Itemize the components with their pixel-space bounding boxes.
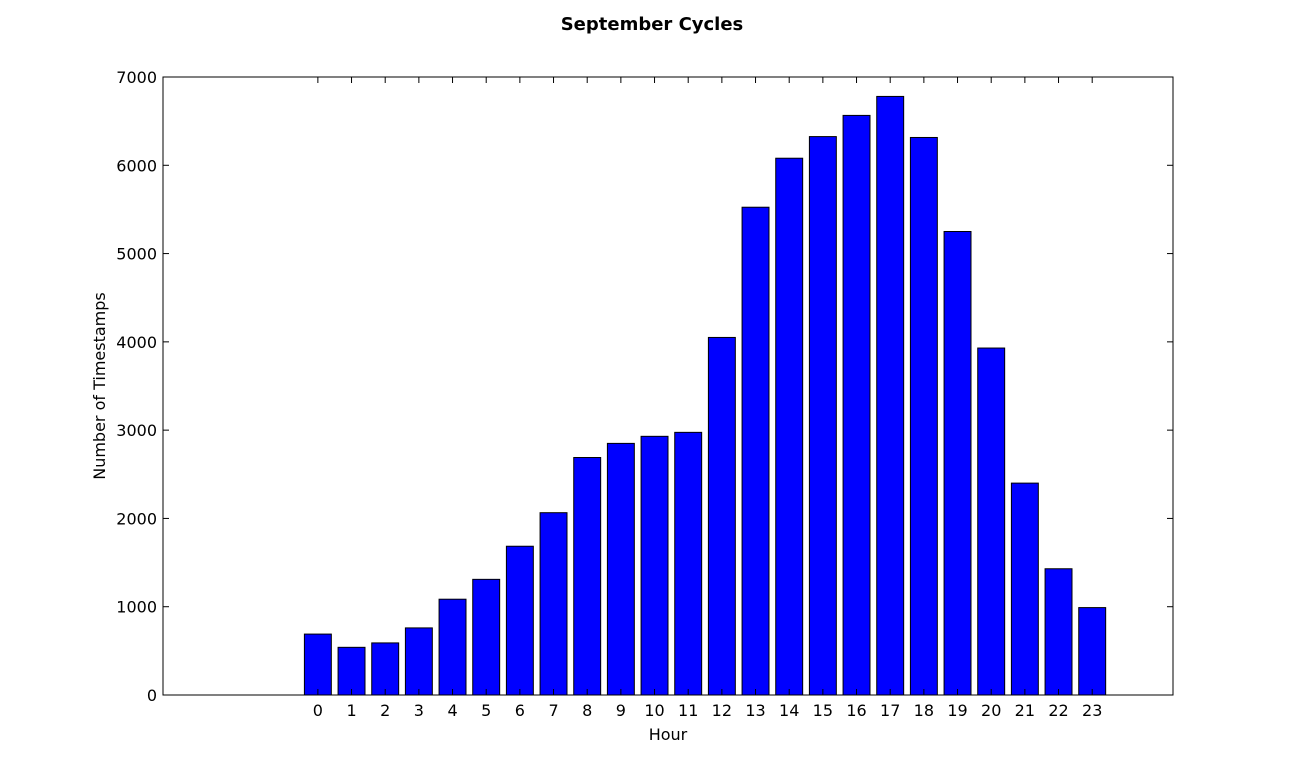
ticks-group: 0 1 2 3 4 5 6 7 8 9 10 11 12 13 14 15 16 17 18 19 20 21 22 2301… [116, 68, 1173, 720]
x-tick-label: 1 [346, 701, 356, 720]
y-tick-label: 3000 [116, 421, 157, 440]
x-tick-label: 2 [380, 701, 390, 720]
bar-hour-4 [438, 598, 467, 696]
bar-hour-22 [1044, 568, 1073, 696]
bar-hour-9 [606, 442, 635, 696]
x-tick-label: 17 [880, 701, 900, 720]
bar-hour-7 [539, 512, 568, 696]
y-tick-label: 5000 [116, 245, 157, 264]
y-tick-label: 1000 [116, 598, 157, 617]
x-tick-label: 18 [914, 701, 934, 720]
x-tick-label: 16 [846, 701, 866, 720]
x-tick-label: 6 [515, 701, 525, 720]
bar-hour-16 [842, 114, 871, 696]
plot-frame [162, 76, 1174, 696]
x-tick-label: 19 [947, 701, 967, 720]
x-tick-label: 14 [779, 701, 799, 720]
bar-hour-12 [707, 336, 736, 696]
x-tick-label: 9 [616, 701, 626, 720]
y-tick-label: 6000 [116, 156, 157, 175]
x-tick-label: 11 [678, 701, 698, 720]
bar-hour-21 [1010, 482, 1039, 696]
bar-hour-19 [943, 231, 972, 696]
bar-hour-8 [573, 457, 602, 696]
x-tick-label: 8 [582, 701, 592, 720]
bar-hour-20 [977, 347, 1006, 696]
bar-hour-18 [909, 136, 938, 696]
bar-hour-13 [741, 206, 770, 696]
x-tick-label: 5 [481, 701, 491, 720]
y-tick-label: 4000 [116, 333, 157, 352]
y-tick-label: 2000 [116, 509, 157, 528]
bar-hour-17 [876, 95, 905, 696]
bar-hour-23 [1078, 607, 1107, 696]
x-axis-label: Hour [649, 725, 688, 744]
bar-hour-3 [404, 627, 433, 696]
bar-hour-11 [674, 431, 703, 696]
bars-group [303, 95, 1107, 696]
x-tick-label: 0 [313, 701, 323, 720]
bar-hour-15 [808, 136, 837, 696]
bar-hour-2 [371, 642, 400, 696]
y-tick-label: 7000 [116, 68, 157, 87]
bar-hour-14 [775, 157, 804, 696]
bar-hour-6 [505, 545, 534, 696]
x-tick-label: 23 [1082, 701, 1102, 720]
y-tick-label: 0 [147, 686, 157, 705]
x-tick-label: 15 [813, 701, 833, 720]
bar-hour-10 [640, 435, 669, 696]
bar-hour-0 [303, 633, 332, 696]
x-tick-label: 12 [712, 701, 732, 720]
y-axis-label: Number of Timestamps [90, 292, 109, 480]
x-tick-label: 22 [1048, 701, 1068, 720]
x-tick-label: 21 [1015, 701, 1035, 720]
x-tick-label: 3 [414, 701, 424, 720]
x-tick-label: 4 [447, 701, 457, 720]
bar-hour-5 [472, 578, 501, 696]
bar-hour-1 [337, 646, 366, 696]
x-tick-label: 20 [981, 701, 1001, 720]
x-tick-label: 7 [548, 701, 558, 720]
chart-title: September Cycles [561, 14, 744, 35]
x-tick-label: 10 [644, 701, 664, 720]
x-tick-label: 13 [745, 701, 765, 720]
